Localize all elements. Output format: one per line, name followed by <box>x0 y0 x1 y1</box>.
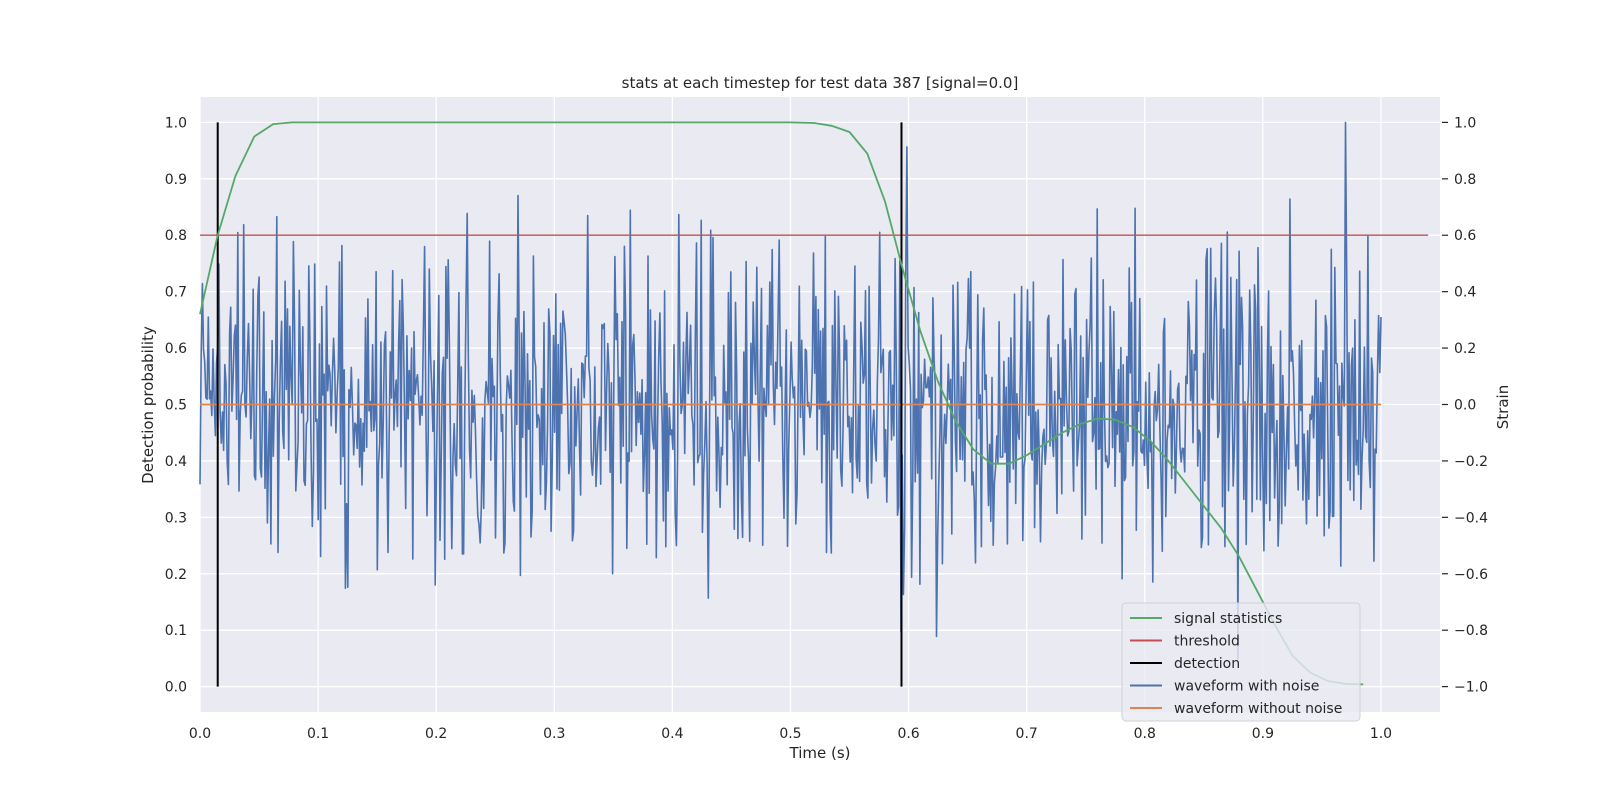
left-y-tick-label: 0.2 <box>165 567 187 583</box>
right-y-tick-label: −1.0 <box>1454 680 1488 696</box>
right-y-tick-label: −0.8 <box>1454 623 1488 639</box>
right-y-tick-label: 0.0 <box>1454 398 1476 414</box>
x-tick-label: 0.6 <box>897 726 919 742</box>
right-y-tick-label: 0.8 <box>1454 172 1476 188</box>
left-y-tick-label: 0.1 <box>165 623 187 639</box>
x-tick-label: 0.1 <box>307 726 329 742</box>
legend-label: signal statistics <box>1174 611 1282 627</box>
left-y-tick-label: 0.6 <box>165 341 187 357</box>
x-tick-label: 0.9 <box>1252 726 1274 742</box>
left-y-axis-label: Detection probability <box>139 326 157 484</box>
left-y-tick-label: 0.8 <box>165 228 187 244</box>
legend-label: waveform with noise <box>1174 679 1319 695</box>
x-tick-label: 0.5 <box>779 726 801 742</box>
left-y-tick-label: 0.3 <box>165 510 187 526</box>
legend-label: threshold <box>1174 634 1240 650</box>
left-y-tick-label: 1.0 <box>165 115 187 131</box>
x-tick-labels: 0.0 0.1 0.2 0.3 0.4 0.5 0.6 0.7 0.8 0.9 1.0 <box>189 726 1392 742</box>
x-tick-label: 0.3 <box>543 726 565 742</box>
right-y-tick-label: 1.0 <box>1454 115 1476 131</box>
chart-title: stats at each timestep for test data 387… <box>622 74 1019 92</box>
x-tick-label: 0.7 <box>1016 726 1038 742</box>
left-y-tick-label: 0.9 <box>165 172 187 188</box>
legend-label: detection <box>1174 656 1240 672</box>
x-axis-label: Time (s) <box>789 744 851 762</box>
x-tick-label: 0.2 <box>425 726 447 742</box>
left-y-tick-label: 0.0 <box>165 680 187 696</box>
right-y-tick-labels: −1.0 −0.8 −0.6 −0.4 −0.2 0.0 0.2 0.4 0.6 0.8 1.0 <box>1442 115 1488 696</box>
x-tick-label: 0.4 <box>661 726 683 742</box>
x-tick-label: 1.0 <box>1370 726 1392 742</box>
right-y-tick-label: −0.2 <box>1454 454 1488 470</box>
legend-label: waveform without noise <box>1174 701 1342 717</box>
right-y-tick-label: 0.2 <box>1454 341 1476 357</box>
left-y-tick-labels: 0.0 0.1 0.2 0.3 0.4 0.5 0.6 0.7 0.8 0.9 1.0 <box>165 115 187 695</box>
legend-box <box>1121 602 1361 722</box>
series-waveform-with-noise <box>199 121 1382 660</box>
right-y-tick-label: 0.4 <box>1454 285 1476 301</box>
x-tick-label: 0.8 <box>1134 726 1156 742</box>
right-y-axis-label: Strain <box>1494 385 1512 429</box>
legend: signal statistics threshold detection wavef… <box>1121 602 1361 722</box>
left-y-tick-label: 0.7 <box>165 285 187 301</box>
left-y-tick-label: 0.5 <box>165 398 187 414</box>
series-signal-statistics <box>199 121 1364 686</box>
right-y-tick-label: 0.6 <box>1454 228 1476 244</box>
right-y-tick-label: −0.4 <box>1454 510 1488 526</box>
x-tick-label: 0.0 <box>189 726 211 742</box>
right-y-tick-label: −0.6 <box>1454 567 1488 583</box>
series-layer <box>199 121 1429 687</box>
left-y-tick-label: 0.4 <box>165 454 187 470</box>
